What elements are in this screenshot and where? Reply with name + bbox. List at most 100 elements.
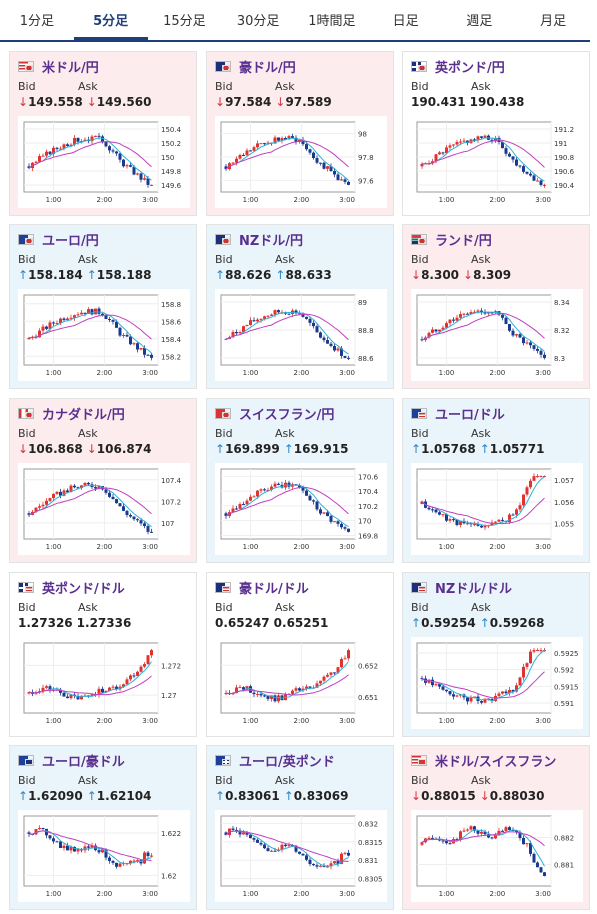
candle: [305, 144, 308, 150]
rate-card[interactable]: 英ポンド/円 Bid Ask 190.431 190.438 191.2 191 190…: [402, 51, 590, 216]
card-title[interactable]: ランド/円: [411, 230, 492, 249]
tab-3[interactable]: 30分足: [236, 14, 280, 29]
mini-chart[interactable]: 8.34 8.32 8.3 1:00 2:00 3:00: [411, 289, 583, 381]
y-tick-label: 150.4: [161, 126, 182, 134]
mini-chart[interactable]: 1.622 1.62 1:00 2:00 3:00: [18, 810, 190, 902]
mini-chart[interactable]: 170.6 170.4 170.2 170 169.8 1:00 2:00 3:00: [215, 463, 387, 555]
card-title[interactable]: 英ポンド/円: [411, 57, 505, 76]
card-title[interactable]: 豪ドル/ドル: [215, 578, 309, 597]
tab-1[interactable]: 5分足: [73, 0, 148, 40]
candle: [529, 342, 532, 346]
card-title[interactable]: NZドル/ドル: [411, 578, 512, 597]
card-title[interactable]: NZドル/円: [215, 230, 303, 249]
tab-2[interactable]: 15分足: [163, 14, 206, 29]
bid-label: Bid: [411, 601, 429, 614]
y-tick-label: 97.8: [358, 154, 374, 162]
candle: [245, 832, 249, 835]
candle: [441, 327, 445, 330]
rate-card[interactable]: ユーロ/英ポンド Bid Ask ↑0.83061 ↑0.83069 0.832 0.…: [206, 745, 394, 910]
candle: [259, 842, 263, 845]
rate-card[interactable]: ユーロ/円 Bid Ask ↑158.184 ↑158.188 158.8 158.6…: [9, 224, 197, 389]
candle: [539, 180, 543, 185]
card-title[interactable]: ユーロ/円: [18, 230, 99, 249]
card-title[interactable]: ユーロ/ドル: [411, 404, 505, 423]
ask-price: 0.59268: [489, 616, 545, 630]
candle: [301, 688, 305, 691]
rate-card[interactable]: 豪ドル/円 Bid Ask ↓97.584 ↓97.589 98 97.8 97.6 1:…: [206, 51, 394, 216]
y-tick-label: 0.8305: [358, 876, 383, 884]
candle: [59, 318, 62, 323]
mini-chart[interactable]: 150.4 150.2 150 149.8 149.6 1:00 2:00 3:00: [18, 116, 190, 208]
card-title[interactable]: ユーロ/豪ドル: [18, 751, 125, 770]
card-title[interactable]: 豪ドル/円: [215, 57, 296, 76]
mini-chart[interactable]: 89 88.8 88.6 1:00 2:00 3:00: [215, 289, 387, 381]
candle: [115, 499, 118, 504]
rate-card[interactable]: 米ドル/円 Bid Ask ↓149.558 ↓149.560 150.4 150.2…: [9, 51, 197, 216]
price-row: ↓106.868 ↓106.874: [18, 442, 155, 456]
mini-chart[interactable]: 0.652 0.651 1:00 2:00 3:00: [215, 637, 387, 729]
candle: [76, 849, 80, 852]
tab-5[interactable]: 日足: [392, 14, 419, 29]
rate-card[interactable]: ユーロ/ドル Bid Ask ↑1.05768 ↑1.05771 1.057 1.05…: [402, 398, 590, 563]
mini-chart[interactable]: 98 97.8 97.6 1:00 2:00 3:00: [215, 116, 387, 208]
mini-chart[interactable]: 0.882 0.881 1:00 2:00 3:00: [411, 810, 583, 902]
candle: [532, 345, 536, 349]
card-title[interactable]: カナダドル/円: [18, 404, 125, 423]
candle: [529, 843, 532, 854]
down-arrow-icon: ↓: [86, 95, 97, 109]
ask-price: 1.62104: [96, 789, 152, 803]
card-title[interactable]: 米ドル/スイスフラン: [411, 751, 556, 770]
rate-card[interactable]: 米ドル/スイスフラン Bid Ask ↓0.88015 ↓0.88030 0.882…: [402, 745, 590, 910]
rate-card[interactable]: スイスフラン/円 Bid Ask ↑169.899 ↑169.915 170.6 17…: [206, 398, 394, 563]
tab-0[interactable]: 1分足: [19, 14, 55, 29]
mini-chart[interactable]: 1.272 1.27 1:00 2:00 3:00: [18, 637, 190, 729]
mini-chart[interactable]: 191.2 191 190.8 190.6 190.4 1:00 2:00 3:00: [411, 116, 583, 208]
rate-card[interactable]: 豪ドル/ドル Bid Ask 0.65247 0.65251 0.652 0.651 1…: [206, 572, 394, 737]
mini-chart[interactable]: 0.832 0.8315 0.831 0.8305 1:00 2:00 3:00: [215, 810, 387, 902]
candle: [118, 863, 122, 867]
card-title[interactable]: 英ポンド/ドル: [18, 578, 125, 597]
candle: [80, 312, 83, 315]
rate-card[interactable]: 英ポンド/ドル Bid Ask 1.27326 1.27336 1.272 1.27 1…: [9, 572, 197, 737]
x-tick-label: 3:00: [142, 717, 158, 725]
tab-6[interactable]: 週足: [466, 14, 493, 29]
ask-label: Ask: [78, 427, 98, 440]
x-tick-label: 1:00: [439, 196, 455, 204]
candle: [476, 310, 480, 312]
mini-chart[interactable]: 0.5925 0.592 0.5915 0.591 1:00 2:00 3:00: [411, 637, 583, 729]
candle: [326, 866, 329, 868]
y-tick-label: 89: [358, 299, 367, 307]
card-title[interactable]: スイスフラン/円: [215, 404, 334, 423]
candle: [431, 838, 434, 840]
ma-long-line: [421, 831, 545, 847]
card-title[interactable]: ユーロ/英ポンド: [215, 751, 335, 770]
rate-card[interactable]: ユーロ/豪ドル Bid Ask ↑1.62090 ↑1.62104 1.622 1.6…: [9, 745, 197, 910]
bid-ask-labels: Bid Ask: [411, 253, 531, 266]
candle: [101, 849, 104, 853]
mini-chart[interactable]: 1.057 1.056 1.055 1:00 2:00 3:00: [411, 463, 583, 555]
x-tick-label: 3:00: [339, 543, 355, 551]
card-title[interactable]: 米ドル/円: [18, 57, 99, 76]
bid-label: Bid: [215, 601, 233, 614]
down-arrow-icon: ↓: [411, 789, 422, 803]
rate-card[interactable]: カナダドル/円 Bid Ask ↓106.868 ↓106.874 107.4 107…: [9, 398, 197, 563]
candlestick-chart: 1.622 1.62 1:00 2:00 3:00: [23, 815, 181, 898]
rate-card[interactable]: NZドル/ドル Bid Ask ↑0.59254 ↑0.59268 0.5925 0.…: [402, 572, 590, 737]
candle: [101, 313, 104, 316]
rate-card[interactable]: ランド/円 Bid Ask ↓8.300 ↓8.309 8.34 8.32 8.3 1:0…: [402, 224, 590, 389]
tab-4[interactable]: 1時間足: [308, 14, 356, 29]
candle: [539, 867, 543, 873]
candle: [508, 689, 511, 694]
candle: [312, 864, 315, 866]
rate-card[interactable]: NZドル/円 Bid Ask ↑88.626 ↑88.633 89 88.8 88.6 1…: [206, 224, 394, 389]
x-tick-label: 2:00: [490, 196, 506, 204]
mini-chart[interactable]: 158.8 158.6 158.4 158.2 1:00 2:00 3:00: [18, 289, 190, 381]
tab-7[interactable]: 月足: [540, 14, 567, 29]
candle: [59, 689, 62, 693]
mini-chart[interactable]: 107.4 107.2 107 1:00 2:00 3:00: [18, 463, 190, 555]
candle: [294, 845, 298, 852]
x-tick-label: 2:00: [97, 890, 113, 898]
bid-ask-labels: Bid Ask: [411, 80, 531, 93]
candle: [104, 690, 108, 693]
candle: [511, 156, 515, 160]
